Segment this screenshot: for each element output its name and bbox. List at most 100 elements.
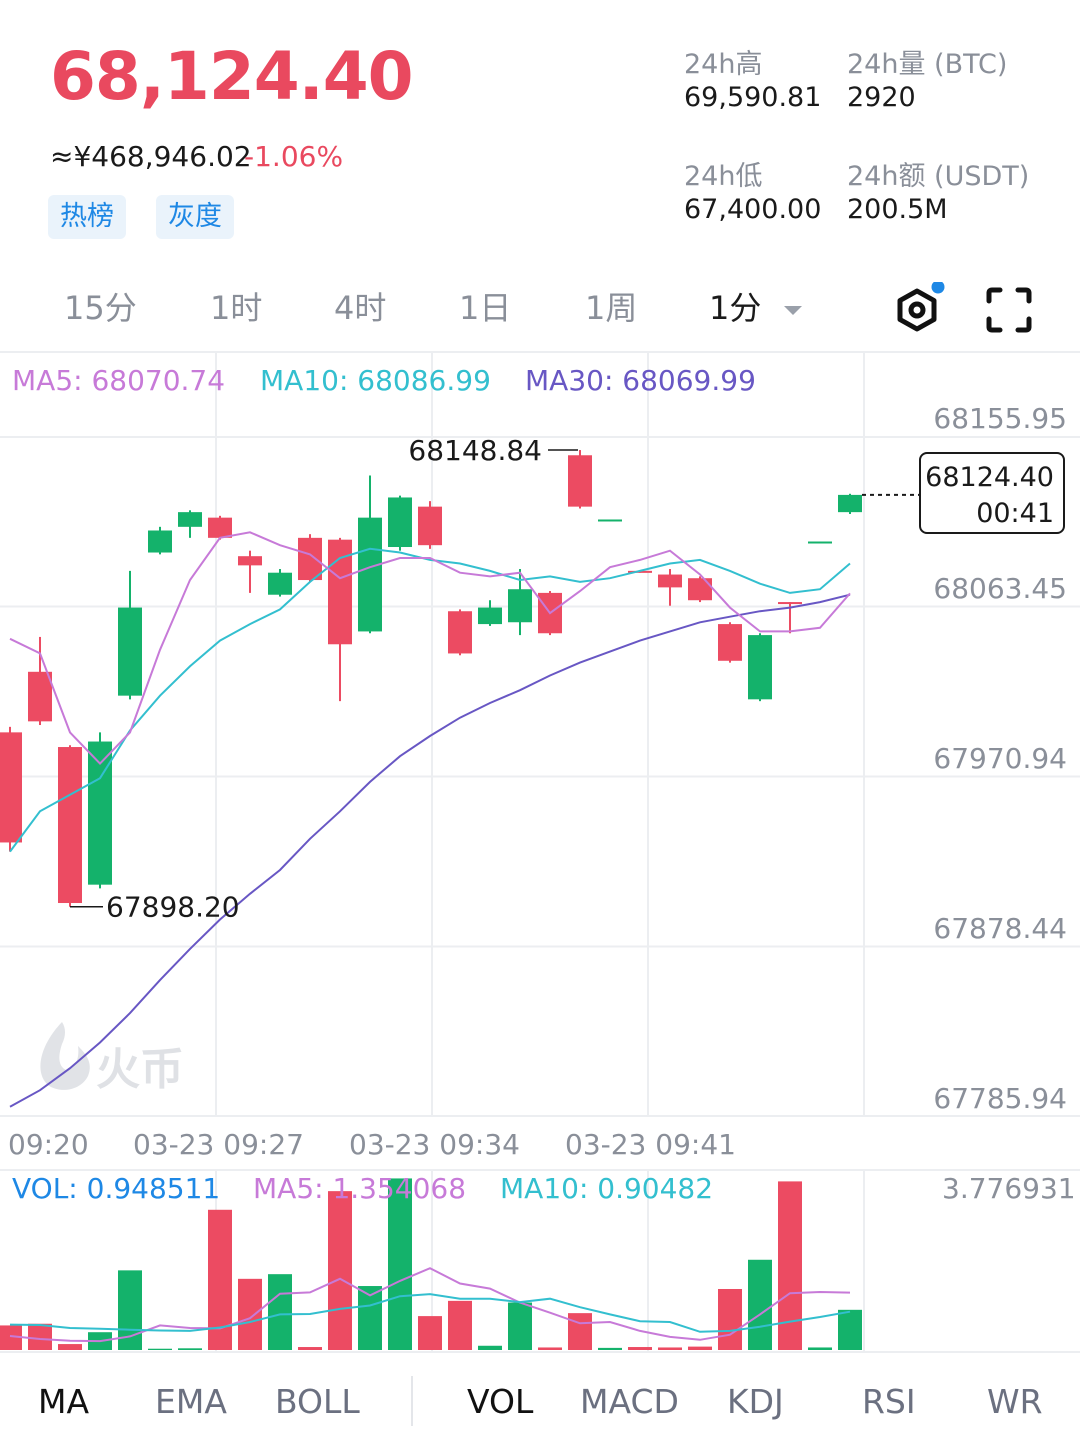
- time-axis-label: 09:20: [8, 1128, 89, 1161]
- candle-body: [28, 671, 52, 722]
- stat-amount-label: 24h额 (USDT): [847, 161, 1030, 192]
- candle-body: [298, 537, 322, 581]
- candle-body: [118, 607, 142, 696]
- candle-body: [598, 519, 622, 522]
- candle-body: [0, 732, 22, 843]
- volume-bar: [448, 1300, 472, 1350]
- ma30-line: [9, 593, 851, 1108]
- indicator-tab-vol[interactable]: VOL: [467, 1382, 534, 1421]
- candle-body: [568, 455, 592, 507]
- ma30-legend: MA30: 68069.99: [525, 364, 756, 397]
- vol-ma10-line: [9, 1293, 851, 1333]
- indicator-divider: [411, 1376, 413, 1426]
- indicator-tab-wr[interactable]: WR: [987, 1382, 1043, 1421]
- ma5-legend: MA5: 68070.74: [12, 364, 226, 397]
- candle-body: [178, 512, 202, 527]
- tag-grayscale[interactable]: 灰度: [156, 195, 234, 239]
- candle-body: [778, 602, 802, 605]
- stat-high-label: 24h高: [684, 49, 763, 80]
- stat-high-value: 69,590.81: [684, 82, 822, 113]
- huobi-watermark: 火币: [40, 1022, 184, 1095]
- indicator-tab-ema[interactable]: EMA: [155, 1382, 227, 1421]
- period-tab-4h[interactable]: 4时: [334, 289, 387, 327]
- candle-body: [388, 497, 412, 548]
- stat-amount-value: 200.5M: [847, 194, 948, 225]
- settings-icon[interactable]: [890, 280, 946, 338]
- price-axis-label: 67785.94: [933, 1082, 1067, 1115]
- volume-bar: [148, 1348, 172, 1350]
- fullscreen-icon[interactable]: [986, 287, 1032, 333]
- countdown-timer: 00:41: [976, 498, 1054, 529]
- volume-bar: [658, 1347, 682, 1350]
- candle-body: [268, 572, 292, 595]
- candle-body: [238, 556, 262, 566]
- volume-bar: [808, 1347, 832, 1350]
- volume-bar: [778, 1181, 802, 1350]
- period-tab-1h[interactable]: 1时: [210, 289, 263, 327]
- candle-body: [508, 589, 532, 623]
- candle-body: [838, 494, 862, 513]
- candle-body: [358, 517, 382, 632]
- stat-volume-value: 2920: [847, 82, 916, 113]
- candle-body: [478, 607, 502, 625]
- volume-bar: [628, 1347, 652, 1350]
- ma5-line: [9, 531, 851, 766]
- volume-bar: [688, 1346, 712, 1350]
- stat-low-value: 67,400.00: [684, 194, 822, 225]
- low-marker-label: 67898.20: [106, 891, 240, 924]
- price-axis-label: 68063.45: [933, 572, 1067, 605]
- time-axis-label: 03-23 09:27: [133, 1128, 304, 1161]
- volume-bar: [238, 1278, 262, 1350]
- ma10-legend: MA10: 68086.99: [260, 364, 491, 397]
- stat-low-label: 24h低: [684, 161, 763, 192]
- volume-bar: [0, 1325, 22, 1350]
- volume-bar: [58, 1344, 82, 1350]
- volume-bar: [568, 1313, 592, 1350]
- vol-ma10-legend: MA10: 0.90482: [500, 1172, 714, 1205]
- indicator-tab-ma[interactable]: MA: [38, 1382, 90, 1421]
- volume-bar: [28, 1323, 52, 1350]
- price-axis-label: 68155.95: [933, 402, 1067, 435]
- volume-bar: [178, 1348, 202, 1350]
- candle-body: [748, 635, 772, 700]
- volume-bar: [718, 1288, 742, 1350]
- time-axis-label: 03-23 09:41: [565, 1128, 736, 1161]
- last-price: 68,124.40: [50, 38, 414, 115]
- period-tab-1d[interactable]: 1日: [459, 289, 512, 327]
- period-tab-15m[interactable]: 15分: [64, 289, 137, 327]
- vol-ma5-legend: MA5: 1.354068: [253, 1172, 467, 1205]
- indicator-tab-boll[interactable]: BOLL: [275, 1382, 360, 1421]
- indicator-tab-macd[interactable]: MACD: [580, 1382, 679, 1421]
- volume-bar: [388, 1178, 412, 1350]
- candle-body: [808, 541, 832, 544]
- cny-price: ≈¥468,946.02: [50, 140, 252, 173]
- tag-hot-list[interactable]: 热榜: [48, 195, 126, 239]
- vol-legend: VOL: 0.948511: [12, 1172, 221, 1205]
- vol-ma5-line: [9, 1267, 851, 1343]
- period-tab-1w[interactable]: 1周: [585, 289, 638, 327]
- change-percent: -1.06%: [244, 140, 344, 173]
- price-axis-label: 67970.94: [933, 742, 1067, 775]
- huobi-flame-icon: [40, 1022, 90, 1090]
- caret-down-icon: [783, 305, 802, 315]
- candle-body: [448, 611, 472, 654]
- stat-volume-label: 24h量 (BTC): [847, 49, 1008, 80]
- volume-bar: [508, 1302, 532, 1350]
- volume-bar: [298, 1347, 322, 1350]
- volume-bar: [268, 1274, 292, 1350]
- volume-bar: [328, 1191, 352, 1350]
- indicator-tab-kdj[interactable]: KDJ: [727, 1382, 784, 1421]
- candle-body: [58, 747, 82, 904]
- price-axis-label: 67878.44: [933, 912, 1067, 945]
- volume-bar: [478, 1345, 502, 1350]
- indicator-tab-rsi[interactable]: RSI: [862, 1382, 916, 1421]
- period-dropdown[interactable]: 1分: [709, 283, 802, 329]
- volume-bar: [748, 1259, 772, 1350]
- candle-body: [658, 574, 682, 588]
- volume-bar: [598, 1347, 622, 1350]
- period-dropdown-label: 1分: [709, 289, 762, 327]
- candle-body: [148, 530, 172, 553]
- candle-body: [718, 624, 742, 661]
- volume-bar: [838, 1309, 862, 1350]
